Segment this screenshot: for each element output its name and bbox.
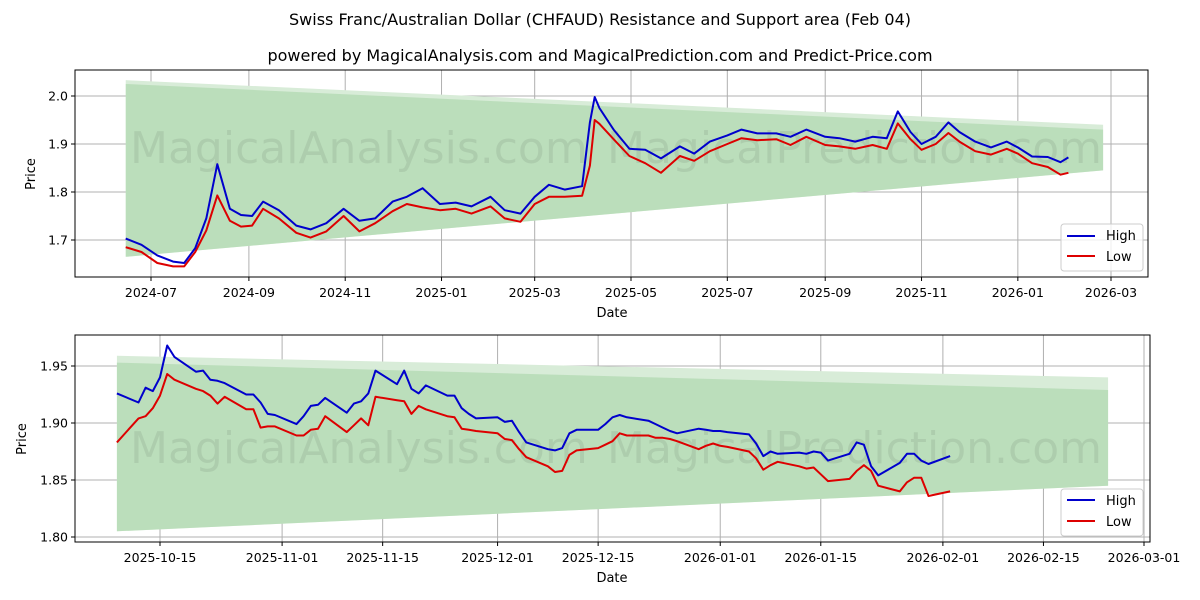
x-tick-label: 2026-01 xyxy=(992,285,1044,300)
chart-subtitle: powered by MagicalAnalysis.com and Magic… xyxy=(267,46,933,65)
y-tick-label: 1.85 xyxy=(40,473,68,488)
x-tick-label: 2025-05 xyxy=(605,285,657,300)
watermark-bottom-right: MagicalPrediction.com xyxy=(607,423,1102,474)
bottom-chart: MagicalAnalysis.com MagicalPrediction.co… xyxy=(15,334,1180,586)
x-tick-label: 2025-11 xyxy=(895,285,947,300)
top-support-resistance-band xyxy=(125,80,1104,257)
top-ticks: 2024-07 2024-09 2024-11 2025-01 2025-03 2025-… xyxy=(48,89,1137,301)
top-legend: High Low xyxy=(1060,223,1144,272)
legend-high-label: High xyxy=(1106,229,1136,244)
legend-high-label: High xyxy=(1106,494,1136,509)
bottom-price-lines xyxy=(116,344,951,497)
bottom-legend: High Low xyxy=(1060,488,1144,537)
x-tick-label: 2024-07 xyxy=(125,285,177,300)
legend-low-label: Low xyxy=(1106,515,1132,530)
x-tick-label: 2026-02-15 xyxy=(1007,550,1080,565)
high-price-line xyxy=(125,96,1069,264)
x-tick-label: 2025-11-15 xyxy=(346,550,419,565)
bottom-support-resistance-band xyxy=(116,355,1109,532)
y-tick-label: 1.9 xyxy=(48,137,68,152)
band-inner xyxy=(116,362,1109,532)
high-price-line xyxy=(116,344,951,477)
x-tick-label: 2026-02-01 xyxy=(907,550,980,565)
legend-low-label: Low xyxy=(1106,250,1132,265)
x-tick-label: 2025-09 xyxy=(799,285,851,300)
x-tick-label: 2025-12-01 xyxy=(461,550,534,565)
y-tick-label: 1.7 xyxy=(48,233,68,248)
top-chart: MagicalAnalysis.com MagicalPrediction.co… xyxy=(24,69,1149,321)
bottom-x-axis-label: Date xyxy=(596,571,627,586)
watermark-bottom-left: MagicalAnalysis.com xyxy=(130,423,588,474)
low-price-line xyxy=(125,119,1069,268)
top-price-lines xyxy=(125,96,1069,268)
y-tick-label: 1.95 xyxy=(40,359,68,374)
bottom-y-axis-label: Price xyxy=(15,423,30,455)
x-tick-label: 2025-07 xyxy=(701,285,753,300)
watermark-top-left: MagicalAnalysis.com xyxy=(130,123,588,174)
x-tick-label: 2024-09 xyxy=(223,285,275,300)
x-tick-label: 2026-01-01 xyxy=(684,550,757,565)
y-tick-label: 1.80 xyxy=(40,530,68,545)
x-tick-label: 2026-03-01 xyxy=(1108,550,1181,565)
top-x-axis-label: Date xyxy=(596,306,627,321)
bottom-axes-frame xyxy=(74,334,1151,543)
x-tick-label: 2026-01-15 xyxy=(784,550,857,565)
x-tick-label: 2025-11-01 xyxy=(246,550,319,565)
x-tick-label: 2025-10-15 xyxy=(124,550,197,565)
y-tick-label: 1.8 xyxy=(48,185,68,200)
top-axes-frame xyxy=(74,69,1149,278)
x-tick-label: 2026-03 xyxy=(1085,285,1137,300)
x-tick-label: 2025-12-15 xyxy=(562,550,635,565)
low-price-line xyxy=(116,373,951,497)
y-tick-label: 2.0 xyxy=(48,89,68,104)
x-tick-label: 2025-01 xyxy=(415,285,467,300)
bottom-ticks: 2025-10-15 2025-11-01 2025-11-15 2025-12-01… xyxy=(40,359,1180,566)
band-inner xyxy=(125,84,1104,257)
top-y-axis-label: Price xyxy=(24,158,39,190)
y-tick-label: 1.90 xyxy=(40,416,68,431)
chart-title: Swiss Franc/Australian Dollar (CHFAUD) R… xyxy=(289,10,911,29)
x-tick-label: 2024-11 xyxy=(319,285,371,300)
x-tick-label: 2025-03 xyxy=(509,285,561,300)
